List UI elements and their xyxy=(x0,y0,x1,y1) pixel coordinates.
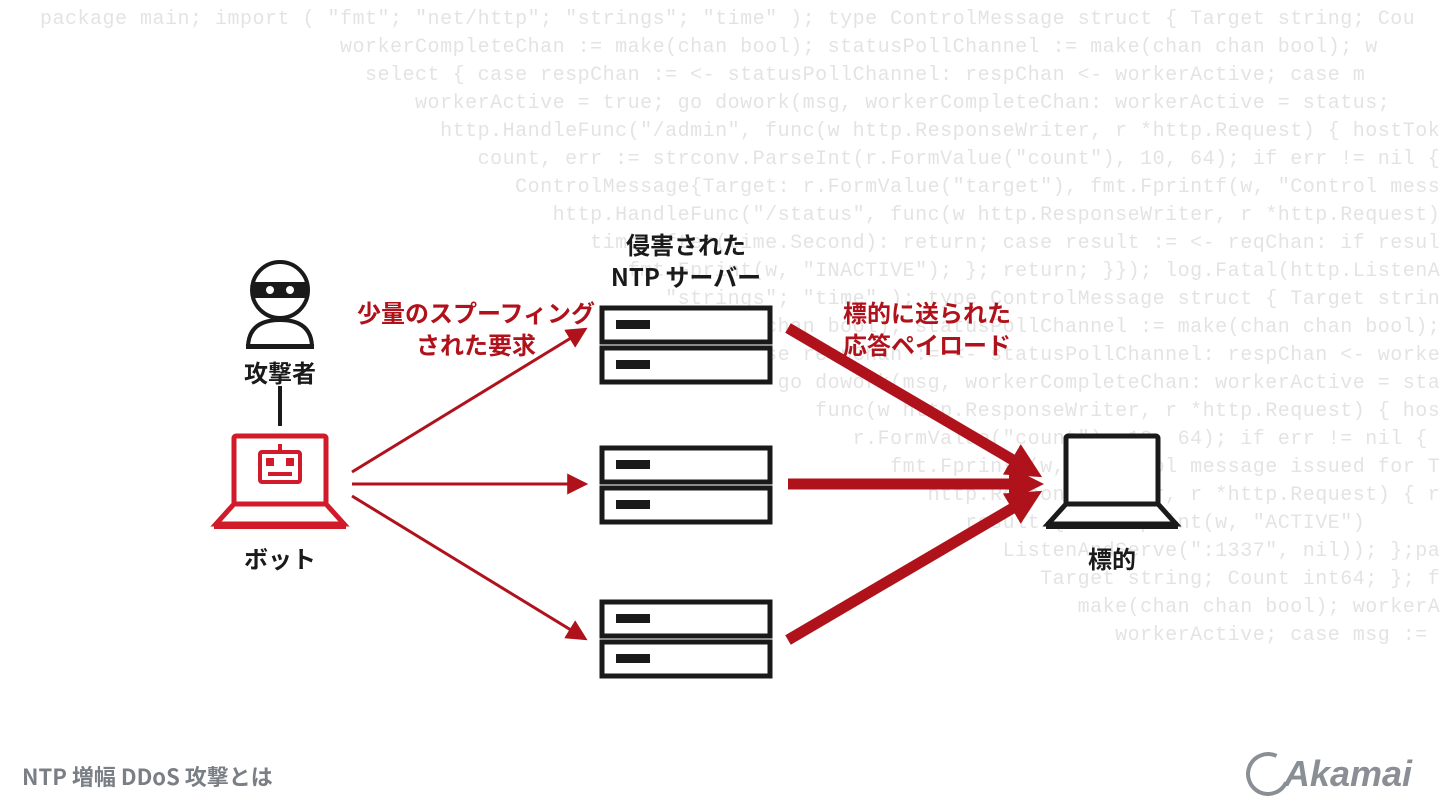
request-label-line2: された要求 xyxy=(416,326,536,361)
servers-label-line2: NTP サーバー xyxy=(611,258,761,293)
response-label: 標的に送られた 応答ペイロード xyxy=(812,296,1042,360)
bot-icon xyxy=(214,436,346,529)
bot-label: ボット xyxy=(232,540,328,575)
request-label: 少量のスプーフィング された要求 xyxy=(336,296,616,360)
response-arrows xyxy=(788,328,1030,640)
servers-label-line1: 侵害された xyxy=(626,226,746,261)
server-group-1 xyxy=(602,308,770,382)
attacker-label: 攻撃者 xyxy=(232,354,328,389)
attacker-icon xyxy=(246,262,314,349)
target-icon xyxy=(1046,436,1178,529)
target-label: 標的 xyxy=(1064,540,1160,575)
diagram-svg xyxy=(0,0,1440,810)
akamai-logo-text: Akamai xyxy=(1284,753,1412,795)
response-label-line2: 応答ペイロード xyxy=(843,326,1011,361)
server-group-3 xyxy=(602,602,770,676)
response-label-line1: 標的に送られた xyxy=(843,294,1011,329)
diagram-canvas: package main; import ( "fmt"; "net/http"… xyxy=(0,0,1440,810)
server-group-2 xyxy=(602,448,770,522)
request-arrows xyxy=(352,330,584,638)
request-label-line1: 少量のスプーフィング xyxy=(357,294,595,329)
footer-caption: NTP 増幅 DDoS 攻撃とは xyxy=(22,760,273,792)
akamai-logo: Akamai xyxy=(1246,752,1412,796)
servers-label: 侵害された NTP サーバー xyxy=(560,228,812,292)
